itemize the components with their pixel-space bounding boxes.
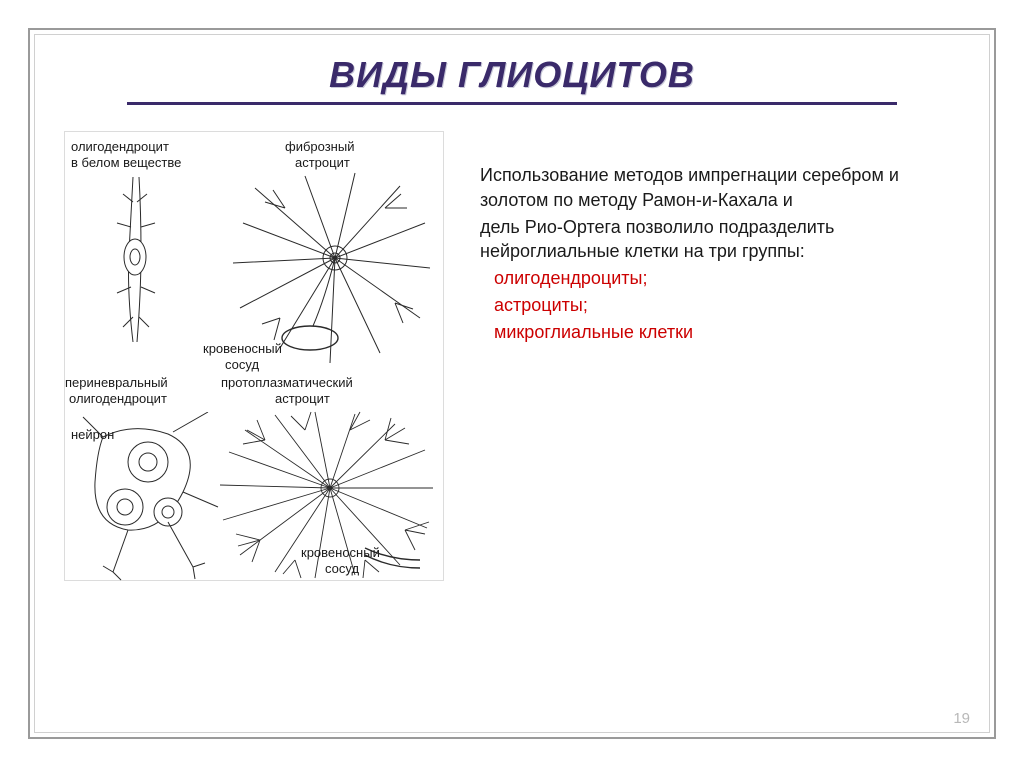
diagram-label: кровеносный xyxy=(301,546,380,560)
page-number: 19 xyxy=(953,710,970,727)
diagram-label: олигодендроцит xyxy=(71,140,169,154)
diagram-label: периневральный xyxy=(65,376,168,390)
text-block: Использование методов импрегнации серебр… xyxy=(480,131,960,581)
title-underline xyxy=(127,102,898,105)
paragraph-2: дель Рио-Ортега позволило подразделить н… xyxy=(480,215,960,265)
fibrous-astrocyte-sketch xyxy=(225,168,435,368)
list-item-3: микроглиальные клетки xyxy=(480,320,960,345)
diagram-label: сосуд xyxy=(225,358,259,372)
oligodendrocyte-white-matter-sketch xyxy=(83,172,183,347)
diagram-label: нейрон xyxy=(71,428,114,442)
list-item-1: олигодендроциты; xyxy=(480,266,960,291)
slide-title: ВИДЫ ГЛИОЦИТОВ xyxy=(64,54,960,96)
diagram-label: фиброзный xyxy=(285,140,354,154)
list-item-2: астроциты; xyxy=(480,293,960,318)
diagram-label: сосуд xyxy=(325,562,359,576)
diagram-label: протоплазматический xyxy=(221,376,353,390)
diagram-label: в белом веществе xyxy=(71,156,181,170)
diagram-label: олигодендроцит xyxy=(69,392,167,406)
slide-frame: ВИДЫ ГЛИОЦИТОВ xyxy=(28,28,996,739)
diagram-label: астроцит xyxy=(275,392,330,406)
paragraph-1: Использование методов импрегнации серебр… xyxy=(480,163,960,213)
glial-cells-diagram: олигодендроцит в белом веществе фиброзный а… xyxy=(64,131,444,581)
diagram-label: кровеносный xyxy=(203,342,282,356)
content-row: олигодендроцит в белом веществе фиброзный а… xyxy=(64,131,960,581)
diagram-label: астроцит xyxy=(295,156,350,170)
